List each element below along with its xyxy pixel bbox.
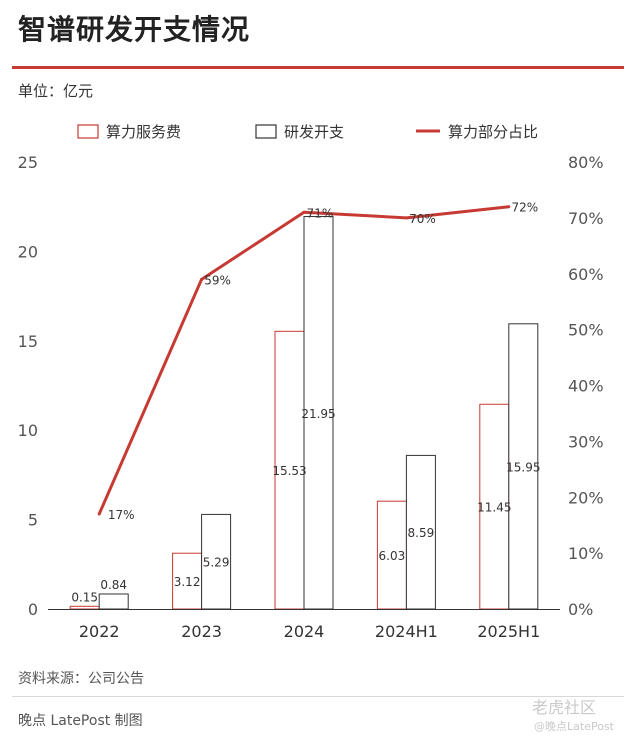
- y-tick-right: 20%: [568, 488, 604, 507]
- y-axis-left: 0 5 10 15 20 25: [18, 153, 38, 619]
- title-divider: [12, 66, 624, 69]
- y-tick-left: 10: [18, 421, 38, 440]
- data-label-share: 71%: [307, 206, 334, 220]
- legend-label-share: 算力部分占比: [448, 123, 538, 141]
- data-label-compute: 15.53: [272, 464, 306, 478]
- data-label-compute: 3.12: [174, 575, 201, 589]
- chart-title: 智谱研发开支情况: [18, 13, 251, 46]
- watermark-main: 老虎社区: [532, 698, 597, 717]
- bar-compute: [172, 552, 203, 610]
- data-label-compute: 11.45: [477, 501, 511, 515]
- legend-label-rd: 研发开支: [284, 123, 344, 141]
- y-tick-left: 15: [18, 332, 38, 351]
- x-tick: 2025H1: [477, 622, 540, 641]
- line-point: [507, 205, 511, 209]
- credit-note: 晚点 LatePost 制图: [18, 713, 143, 729]
- line-series: [97, 205, 511, 516]
- x-tick: 2024H1: [375, 622, 438, 641]
- legend: 算力服务费 研发开支 算力部分占比: [77, 123, 538, 141]
- data-label-rd: 8.59: [408, 526, 435, 540]
- watermark-sub: @晚点LatePost: [534, 720, 614, 733]
- data-label-share: 70%: [409, 212, 436, 226]
- y-tick-left: 25: [18, 153, 38, 172]
- bar-rd: [201, 513, 232, 610]
- source-note: 资料来源：公司公告: [18, 671, 144, 687]
- line-point: [404, 216, 408, 220]
- data-label-compute: 6.03: [379, 549, 406, 563]
- y-tick-right: 50%: [568, 321, 604, 340]
- legend-swatch-rd: [255, 124, 277, 139]
- y-tick-right: 0%: [568, 600, 593, 619]
- y-tick-right: 40%: [568, 377, 604, 396]
- x-axis: 2022 2023 2024 2024H1 2025H1: [48, 609, 560, 641]
- y-tick-right: 70%: [568, 209, 604, 228]
- chart: 算力服务费 研发开支 算力部分占比 0 5 10 15 20 25 0% 10% 20% 30% 40…: [18, 123, 604, 641]
- x-tick: 2023: [181, 622, 222, 641]
- y-tick-left: 0: [28, 600, 38, 619]
- data-label-rd: 15.95: [506, 460, 540, 474]
- legend-swatch-compute: [77, 124, 99, 139]
- data-label-share: 17%: [108, 508, 135, 522]
- data-label-share: 72%: [511, 201, 538, 215]
- y-tick-left: 20: [18, 242, 38, 261]
- y-tick-right: 80%: [568, 153, 604, 172]
- data-label-compute: 0.15: [71, 590, 98, 604]
- y-tick-left: 5: [28, 511, 38, 530]
- y-tick-right: 60%: [568, 265, 604, 284]
- data-label-rd: 0.84: [100, 578, 127, 592]
- y-tick-right: 30%: [568, 432, 604, 451]
- y-tick-right: 10%: [568, 544, 604, 563]
- data-label-share: 59%: [204, 273, 231, 287]
- x-tick: 2022: [79, 622, 120, 641]
- bar-compute: [69, 605, 100, 610]
- data-label-rd: 21.95: [301, 407, 335, 421]
- unit-label: 单位：亿元: [18, 82, 94, 100]
- bar-rd: [303, 216, 334, 610]
- line-point: [97, 512, 101, 516]
- line-point: [200, 277, 204, 281]
- y-axis-right: 0% 10% 20% 30% 40% 50% 60% 70% 80%: [568, 153, 604, 619]
- line-point: [302, 210, 306, 214]
- x-tick: 2024: [284, 622, 325, 641]
- footer-divider: [12, 696, 624, 697]
- bar-compute: [376, 500, 407, 610]
- data-labels: 0.150.84 3.125.29 15.53 21.95 6.038.59 11.45 1…: [71, 201, 540, 605]
- data-label-rd: 5.29: [203, 556, 230, 570]
- bars: [69, 216, 539, 610]
- legend-label-compute: 算力服务费: [106, 123, 181, 141]
- bar-rd: [98, 593, 129, 610]
